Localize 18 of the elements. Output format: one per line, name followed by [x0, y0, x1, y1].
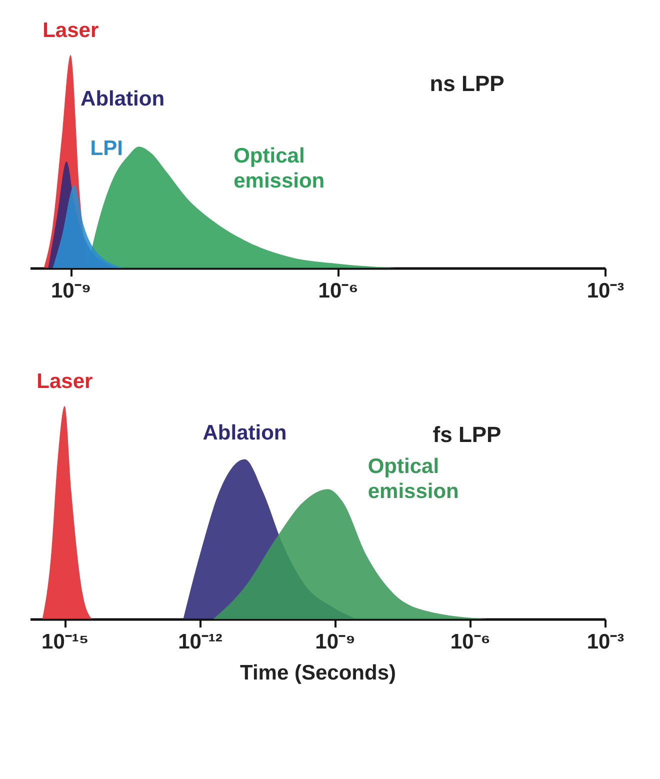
series-label: Optical emission: [234, 144, 325, 193]
x-tick-label: 10⁻³: [586, 630, 624, 654]
x-tick-label: 10⁻¹²: [178, 630, 222, 654]
x-tick-label: 10⁻⁹: [315, 630, 356, 654]
text: fs LPP: [432, 422, 502, 447]
x-tick-label: 10⁻¹⁵: [42, 630, 89, 654]
x-tick-label: 10⁻⁶: [450, 630, 490, 654]
series-label: Laser: [36, 370, 93, 394]
text: Ablation: [80, 88, 165, 111]
text: ns LPP: [430, 71, 504, 96]
series-label: Ablation: [202, 421, 287, 444]
x-tick-label: 10⁻⁶: [318, 280, 358, 302]
series-label: LPI: [90, 136, 123, 160]
x-tick-label: 10⁻³: [586, 280, 624, 302]
series-label: Optical emission: [368, 455, 459, 504]
x-axis-title: Time (Seconds): [240, 662, 396, 684]
series-label: Laser: [42, 19, 99, 42]
x-tick-label: 10⁻⁹: [50, 280, 92, 302]
